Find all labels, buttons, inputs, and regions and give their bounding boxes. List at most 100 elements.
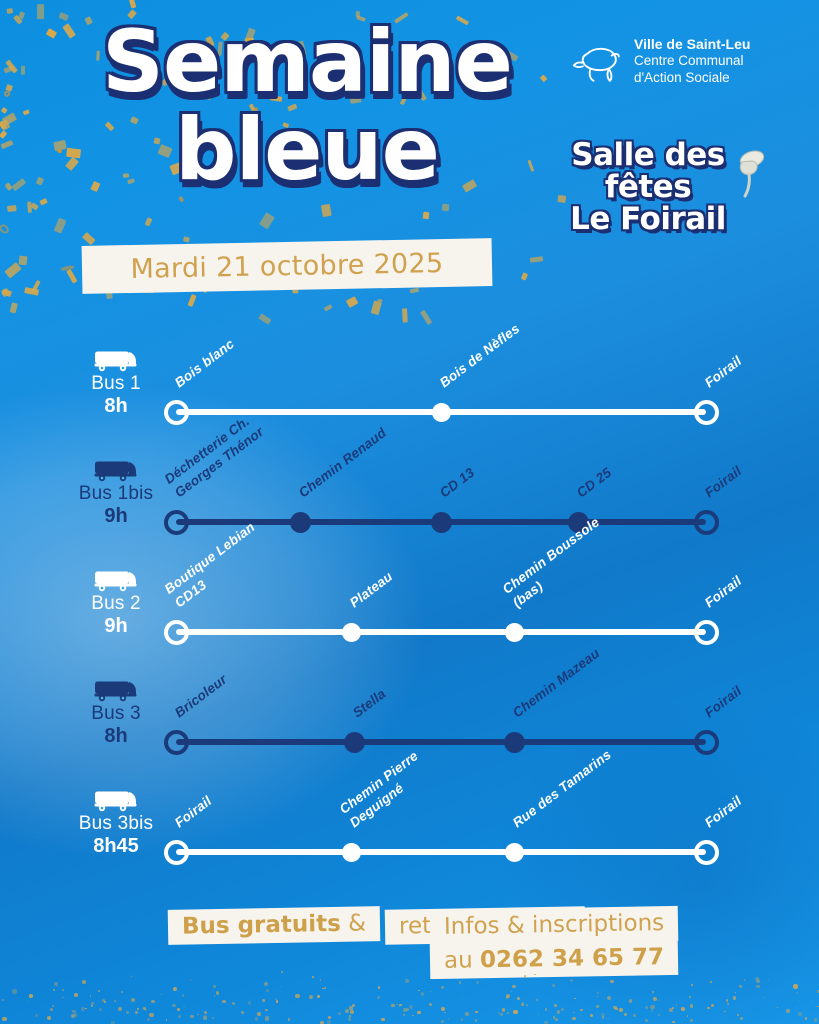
bus-stop-label: Stella <box>350 686 390 722</box>
glitter-piece <box>147 1017 150 1021</box>
bus-stop-marker[interactable] <box>163 510 189 535</box>
bus-route-header: Bus 3 8h <box>62 680 170 748</box>
bus-stop-label-line1: CD 25 <box>573 464 615 501</box>
glitter-piece <box>797 1011 803 1017</box>
contact-phone[interactable]: 0262 34 65 77 <box>479 944 665 974</box>
confetti-piece <box>4 182 13 192</box>
bus-stop-marker[interactable] <box>431 403 451 422</box>
bus-stop-label-line1: Stella <box>349 686 389 721</box>
glitter-piece <box>560 1007 565 1011</box>
confetti-piece <box>3 89 12 98</box>
glitter-piece <box>689 1019 693 1023</box>
bus-route-line: Bois blanc Bois de Nèfles Foirail <box>0 321 819 450</box>
glitter-piece <box>804 1017 808 1020</box>
glitter-piece <box>554 1012 556 1015</box>
glitter-piece <box>623 1012 628 1016</box>
free-bus-bold: Bus gratuits <box>181 910 342 940</box>
venue-line-1: Salle des <box>571 137 725 173</box>
confetti-piece <box>1 288 12 297</box>
glitter-piece <box>350 1008 353 1012</box>
bus-stop-marker[interactable] <box>163 840 189 865</box>
bus-stop-marker[interactable] <box>693 840 719 865</box>
glitter-piece <box>316 994 320 999</box>
bus-stop-marker[interactable] <box>693 620 719 645</box>
glitter-piece <box>402 1014 405 1016</box>
glitter-piece <box>430 990 432 992</box>
glitter-piece <box>196 1013 199 1016</box>
bus-stop-marker[interactable] <box>341 623 361 642</box>
glitter-piece <box>327 1016 331 1020</box>
confetti-piece <box>409 287 420 294</box>
bus-stop-marker[interactable] <box>503 732 525 753</box>
bus-stop-marker[interactable] <box>430 512 452 533</box>
glitter-piece <box>516 997 520 1001</box>
glitter-piece <box>499 1013 503 1017</box>
bus-stop-marker[interactable] <box>693 730 719 755</box>
confetti-piece <box>27 200 33 213</box>
glitter-piece <box>461 996 464 998</box>
glitter-piece <box>47 1016 52 1021</box>
route-track <box>176 849 706 855</box>
glitter-piece <box>572 1016 576 1021</box>
bus-stop-marker[interactable] <box>567 512 589 533</box>
bus-stop-label: Foirail <box>702 573 746 612</box>
bus-stop-label: Bois de Nèfles <box>437 321 524 392</box>
confetti-piece <box>66 269 78 284</box>
glitter-piece <box>707 1006 710 1009</box>
glitter-piece <box>396 1003 398 1006</box>
bus-stop-marker[interactable] <box>163 400 189 425</box>
glitter-piece <box>689 996 691 999</box>
bus-stop-marker[interactable] <box>341 843 361 862</box>
glitter-piece <box>240 1010 245 1014</box>
glitter-piece <box>633 1013 637 1018</box>
glitter-piece <box>89 995 91 997</box>
bus-stop-marker[interactable] <box>289 512 311 533</box>
bus-route-row: Bus 3 8h Bricoleur Stella Chemin Mazeau Foira… <box>0 646 819 780</box>
contact-line-2: au 0262 34 65 77 <box>429 939 679 980</box>
bus-route-row: Bus 1 8h Bois blanc Bois de Nèfles Foirail <box>0 321 819 450</box>
confetti-piece <box>0 107 8 115</box>
bus-stop-marker[interactable] <box>693 510 719 535</box>
glitter-piece <box>114 999 117 1003</box>
glitter-piece <box>628 999 633 1004</box>
glitter-piece <box>418 989 420 992</box>
bus-stop-marker[interactable] <box>504 623 524 642</box>
bus-stop-marker[interactable] <box>693 400 719 425</box>
glitter-piece <box>652 990 655 993</box>
glitter-piece <box>265 1008 268 1012</box>
glitter-piece <box>687 1015 689 1017</box>
confetti-piece <box>144 217 153 227</box>
glitter-piece <box>274 997 277 1001</box>
bus-stop-marker[interactable] <box>163 730 189 755</box>
confetti-piece <box>0 130 8 139</box>
glitter-piece <box>725 999 729 1002</box>
glitter-piece <box>338 1012 341 1015</box>
confetti-piece <box>441 203 450 212</box>
glitter-piece <box>522 1002 524 1004</box>
glitter-piece <box>165 1019 168 1021</box>
glitter-piece <box>690 1004 694 1008</box>
glitter-piece <box>121 991 124 994</box>
title-line-1: Semaine <box>102 12 513 112</box>
confetti-piece <box>82 232 96 245</box>
bus-stop-label-line1: Bricoleur <box>171 671 230 721</box>
bus-stop-label-line1: Bois de Nèfles <box>436 320 523 391</box>
glitter-piece <box>398 1003 402 1007</box>
bus-stop-marker[interactable] <box>163 620 189 645</box>
bus-stop-marker[interactable] <box>343 732 365 753</box>
glitter-piece <box>145 1009 148 1011</box>
confetti-piece <box>58 11 69 21</box>
glitter-piece <box>202 1015 208 1020</box>
map-pin-icon <box>728 148 772 208</box>
glitter-piece <box>573 997 576 1000</box>
confetti-piece <box>258 313 272 325</box>
poster-footer: Bus gratuits & retour à 16h30 Infos & in… <box>0 900 819 990</box>
confetti-piece <box>10 302 19 314</box>
confetti-piece <box>18 255 29 266</box>
free-bus-line-1: Bus gratuits & <box>167 906 381 945</box>
glitter-piece <box>537 1014 540 1016</box>
glitter-piece <box>590 1014 594 1018</box>
glitter-piece <box>657 999 660 1001</box>
bus-stop-marker[interactable] <box>504 843 524 862</box>
